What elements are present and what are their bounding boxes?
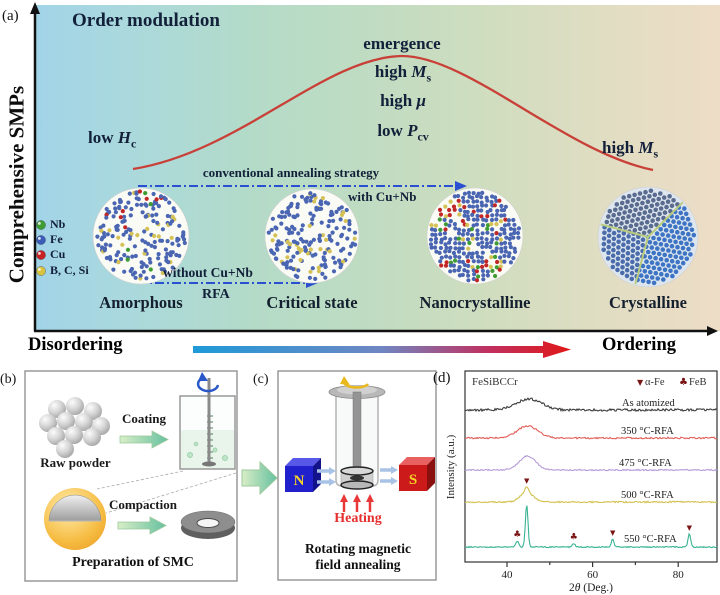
without-cunb-label: without Cu+Nb	[163, 265, 253, 280]
x-tick-40: 40	[502, 569, 514, 581]
panel-d-chart: As atomized 350 °C-RFA 475 °C-RFA 500 °C-RF…	[445, 370, 718, 594]
panel-a-graphics	[30, 2, 718, 358]
panel-a-title: Order modulation	[72, 10, 220, 31]
svg-text:500 °C-RFA: 500 °C-RFA	[621, 490, 674, 501]
disorder-order-arrow	[193, 341, 571, 358]
coating-arrow	[119, 430, 169, 449]
legend-feb-marker-icon: ♣	[679, 377, 688, 388]
state-circle-crystal	[597, 186, 699, 288]
ordering-label: Ordering	[602, 335, 676, 355]
legend-label-bcsi: B, C, Si	[50, 263, 89, 277]
low-pcv-label: low Pcv	[377, 120, 429, 144]
beaker	[179, 372, 236, 470]
tube-rod	[352, 391, 362, 472]
x-axis-arrowhead	[707, 326, 718, 336]
alloy-label: FeSiBCCr	[472, 376, 518, 388]
state-label-nanocrystalline: Nanocrystalline	[419, 293, 531, 312]
coating-label: Coating	[121, 411, 167, 426]
heating-label: Heating	[334, 511, 382, 526]
panel-b-to-c-arrow	[241, 460, 278, 496]
high-ms-right-label: high Ms	[602, 138, 659, 161]
panel-b-label: (b)	[0, 372, 17, 387]
legend-afe-label: α-Fe	[645, 377, 665, 388]
peak-properties: high Ms high μ low Pcv	[338, 60, 468, 148]
emergence-curve	[132, 54, 654, 172]
legend-afe-marker-icon: ▼	[637, 378, 644, 387]
with-cunb-label: with Cu+Nb	[348, 189, 417, 204]
y-axis-label: Intensity (a.u.)	[445, 434, 457, 499]
svg-text:▼: ▼	[687, 524, 693, 532]
conventional-annealing-label: conventional annealing strategy	[202, 165, 380, 180]
state-circles	[92, 186, 699, 288]
state-circle-amorphous	[92, 187, 190, 285]
disordering-label: Disordering	[28, 335, 123, 355]
x-tick-60: 60	[587, 569, 599, 581]
legend-label-nb: Nb	[50, 217, 66, 231]
svg-text:350 °C-RFA: 350 °C-RFA	[621, 426, 674, 437]
magnet-s: S	[399, 457, 435, 491]
coated-particle	[44, 488, 106, 550]
state-circle-critical	[264, 188, 360, 284]
panel-b-graphics	[24, 370, 278, 582]
magnet-n-letter: N	[294, 473, 305, 489]
svg-text:▼: ▼	[610, 529, 616, 537]
x-axis-label: 2θ (Deg.)	[569, 582, 613, 594]
panel-c-label: (c)	[253, 372, 269, 387]
high-ms-label: high Ms	[374, 62, 432, 85]
plot-border	[464, 370, 718, 563]
xrd-curves: As atomized 350 °C-RFA 475 °C-RFA 500 °C-RF…	[464, 397, 718, 549]
field-arrows	[317, 466, 398, 486]
svg-text:As atomized: As atomized	[622, 398, 676, 409]
y-axis-arrowhead	[30, 2, 40, 14]
low-hc-label: low Hc	[88, 128, 137, 151]
svg-text:♣: ♣	[513, 530, 521, 540]
magnet-n: N	[285, 458, 321, 492]
panel-c-caption: Rotating magnetic field annealing	[304, 541, 412, 572]
atom-legend-spheres	[36, 220, 46, 276]
x-tick-80: 80	[673, 569, 685, 581]
state-label-amorphous: Amorphous	[99, 293, 183, 312]
legend-label-fe: Fe	[50, 232, 63, 246]
toroid-core	[180, 510, 236, 539]
panel-d-label: (d)	[433, 370, 451, 386]
emergence-label: emergence	[363, 34, 441, 53]
magnet-s-letter: S	[409, 472, 417, 488]
y-axis-label: Comprehensive SMPs	[4, 85, 29, 284]
raw-powder-spheres	[39, 397, 110, 458]
legend-label-cu: Cu	[50, 247, 66, 261]
sample-holder	[340, 466, 374, 490]
svg-text:♣: ♣	[570, 533, 578, 543]
rfa-label: RFA	[202, 287, 230, 302]
high-mu-label: high μ	[380, 91, 426, 111]
state-label-critical: Critical state	[266, 293, 358, 312]
legend-feb-label: FeB	[689, 377, 707, 388]
panel-c-graphics: N S	[277, 370, 437, 581]
state-label-crystalline: Crystalline	[609, 293, 687, 312]
state-circle-nano	[426, 187, 524, 285]
compaction-arrow	[117, 516, 167, 535]
svg-text:550 °C-RFA: 550 °C-RFA	[624, 534, 677, 545]
panel-a-label: (a)	[2, 8, 19, 24]
svg-text:▼: ▼	[524, 477, 530, 485]
svg-text:475 °C-RFA: 475 °C-RFA	[619, 458, 672, 469]
panel-b-caption: Preparation of SMC	[72, 555, 194, 570]
x-axis-ticks	[506, 562, 679, 567]
raw-powder-label: Raw powder	[40, 455, 111, 470]
compaction-label: Compaction	[109, 497, 177, 512]
heating-arrows	[340, 494, 374, 512]
